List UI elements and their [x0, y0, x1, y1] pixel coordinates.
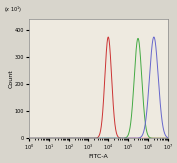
X-axis label: FITC-A: FITC-A	[88, 154, 108, 159]
Y-axis label: Count: Count	[8, 69, 13, 88]
Text: $(x\ 10^1)$: $(x\ 10^1)$	[4, 4, 22, 15]
